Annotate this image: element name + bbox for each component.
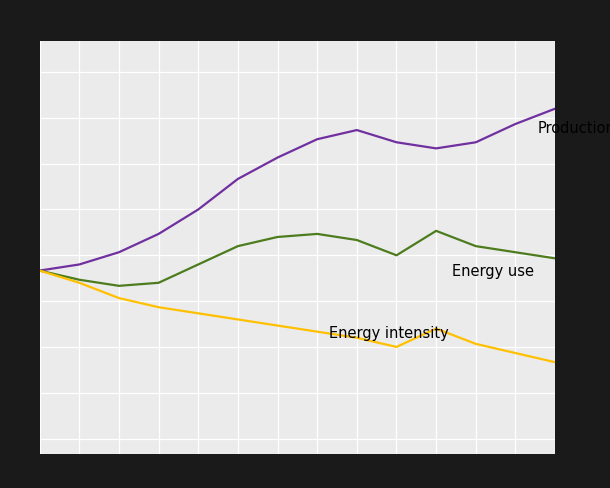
Text: Energy use: Energy use	[452, 264, 534, 280]
Text: Energy intensity: Energy intensity	[329, 325, 449, 341]
Text: Production: Production	[537, 121, 610, 136]
